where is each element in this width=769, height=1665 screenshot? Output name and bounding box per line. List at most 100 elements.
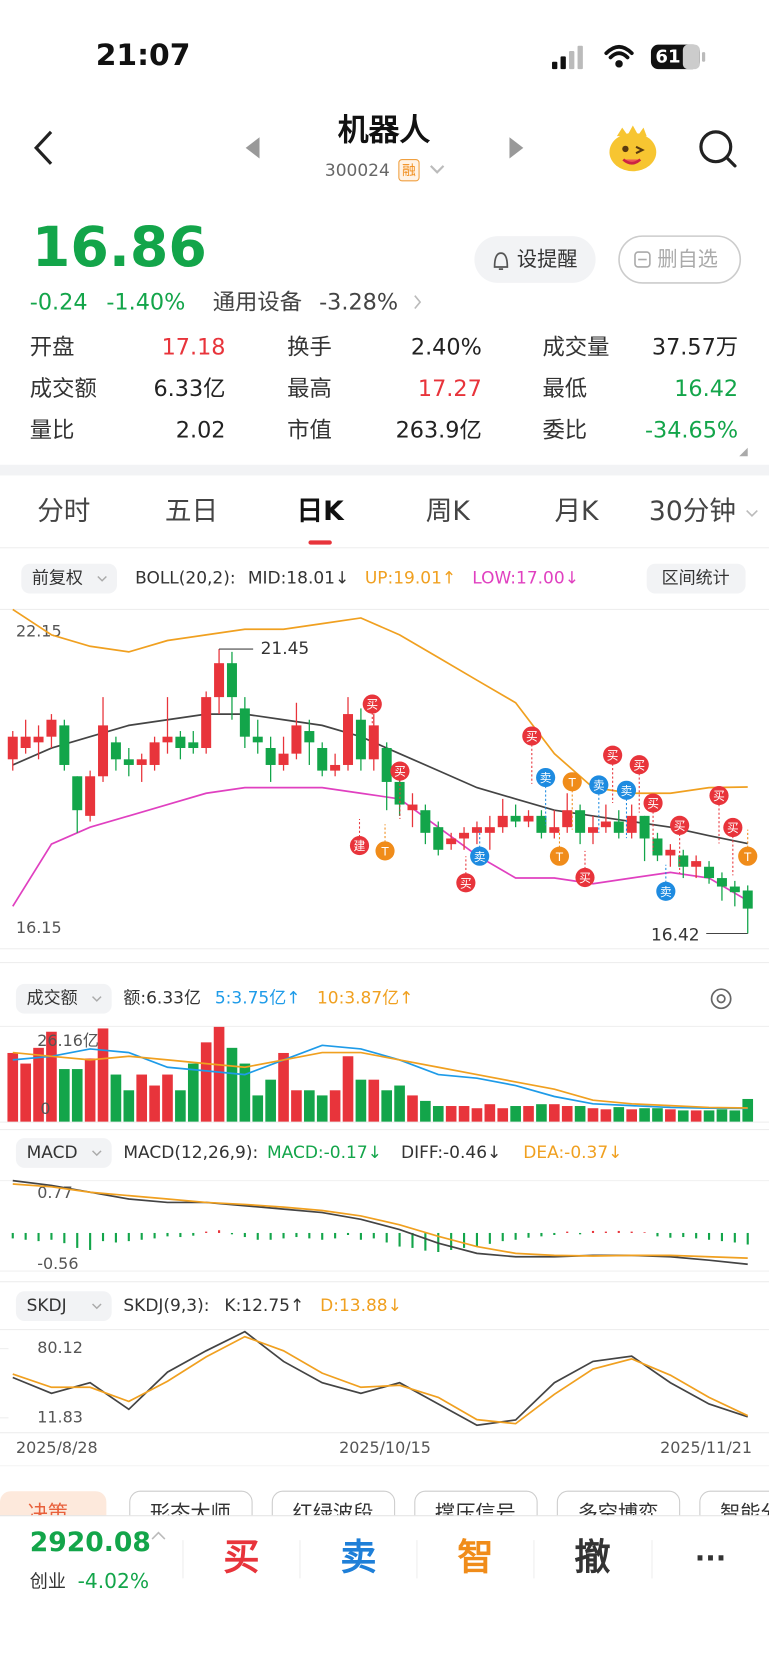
signal-dot[interactable] [536,767,556,788]
selector-label[interactable]: SKDJ [27,1296,67,1316]
signal-label[interactable]: 卖 [540,771,552,785]
candle-body[interactable] [459,832,470,839]
volume-bar[interactable] [187,1063,199,1123]
candle-body[interactable] [252,736,263,743]
settings-icon[interactable] [710,988,732,1010]
volume-bar[interactable] [304,1090,315,1123]
signal-label[interactable]: 卖 [474,850,486,864]
signal-dot[interactable] [456,873,476,893]
volume-bar[interactable] [613,1107,625,1123]
signal-dot[interactable] [562,772,582,792]
candle-body[interactable] [562,810,573,828]
candle-body[interactable] [136,759,147,765]
signal-dot[interactable] [362,694,382,714]
candle-body[interactable] [33,736,44,743]
volume-bar[interactable] [355,1079,367,1123]
selector-pill[interactable] [21,563,117,594]
candle-body[interactable] [72,776,83,811]
unwatch-button-bg[interactable] [618,235,742,284]
signal-label[interactable]: 买 [579,871,591,885]
candle-body[interactable] [523,815,534,822]
period-tab[interactable]: 月K [554,496,599,527]
candle-body[interactable] [549,827,560,833]
signal-label[interactable]: 买 [607,749,619,763]
volume-bar[interactable] [665,1109,676,1123]
candle-body[interactable] [497,815,508,828]
period-tab[interactable]: 五日 [165,496,218,527]
volume-bar[interactable] [677,1110,689,1123]
unwatch-button[interactable]: 删自选 [657,247,718,271]
candle-body[interactable] [613,821,624,833]
volume-bar[interactable] [561,1106,573,1123]
volume-bar[interactable] [484,1104,496,1123]
signal-dot[interactable] [738,846,758,866]
candle-body[interactable] [742,890,753,909]
volume-bar[interactable] [342,1056,354,1123]
signal-dot[interactable] [723,817,743,838]
candle-body[interactable] [46,719,57,737]
volume-bar[interactable] [703,1110,715,1123]
volume-bar[interactable] [716,1109,728,1123]
volume-bar[interactable] [432,1106,444,1123]
signal-label[interactable]: T [380,844,389,858]
signal-label[interactable]: 买 [526,730,538,744]
candle-body[interactable] [716,878,727,887]
signal-dot[interactable] [709,786,729,806]
volume-bar[interactable] [574,1106,586,1123]
trade-action[interactable]: 智 [457,1535,493,1578]
volume-bar[interactable] [7,1052,19,1123]
volume-bar[interactable] [291,1090,302,1123]
volume-bar[interactable] [33,1047,44,1123]
signal-label[interactable]: 买 [647,797,659,811]
signal-dot[interactable] [522,726,542,746]
volume-bar[interactable] [84,1058,96,1123]
volume-bar[interactable] [278,1052,289,1123]
selector-pill[interactable] [15,983,112,1014]
chevron[interactable] [430,165,445,174]
signal-dot[interactable] [656,881,676,901]
mascot[interactable] [609,125,657,172]
volume-bar[interactable] [59,1069,70,1123]
volume-bar[interactable] [200,1042,212,1123]
selector-label[interactable]: 成交额 [27,989,78,1009]
candle-body[interactable] [304,731,315,743]
trade-action[interactable]: 撤 [574,1535,610,1578]
signal-dot[interactable] [470,846,490,866]
volume-bar[interactable] [536,1104,547,1123]
candle-body[interactable] [510,815,521,822]
search-button[interactable] [699,130,737,168]
volume-bar[interactable] [110,1074,122,1123]
signal-label[interactable]: 卖 [621,784,633,798]
volume-bar[interactable] [523,1106,534,1123]
signal-dot[interactable] [390,761,410,781]
candle-body[interactable] [291,725,302,754]
signal-label[interactable]: 买 [633,758,645,772]
volume-bar[interactable] [226,1047,238,1123]
volume-bar[interactable] [652,1108,663,1123]
back-button[interactable] [33,130,53,165]
selector-pill[interactable] [15,1138,112,1168]
volume-bar[interactable] [175,1090,186,1123]
expand-corner[interactable] [739,447,748,457]
volume-bar[interactable] [445,1106,457,1123]
volume-bar[interactable] [149,1085,160,1123]
signal-label[interactable]: 买 [674,819,686,833]
volume-bar[interactable] [316,1095,328,1123]
candle-body[interactable] [587,827,598,833]
candle-body[interactable] [343,714,354,765]
candle-body[interactable] [368,725,379,760]
alert-button[interactable]: 设提醒 [517,247,578,271]
candle-body[interactable] [407,804,418,811]
signal-dot[interactable] [589,775,609,795]
candle-body[interactable] [729,886,740,893]
volume-bar[interactable] [510,1106,521,1123]
candle-body[interactable] [704,866,715,879]
signal-label[interactable]: 买 [460,876,472,890]
stats-button[interactable]: 区间统计 [662,569,730,589]
signal-dot[interactable] [349,836,370,856]
volume-bar[interactable] [626,1109,637,1123]
signal-label[interactable]: 卖 [660,885,672,899]
volume-bar[interactable] [587,1108,599,1123]
volume-bar[interactable] [729,1110,741,1123]
candle-body[interactable] [239,708,250,737]
